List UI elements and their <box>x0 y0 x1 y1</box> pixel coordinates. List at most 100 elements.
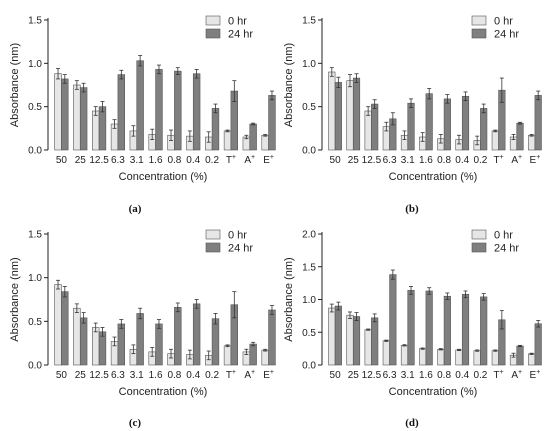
x-tick-label: 12.5 <box>362 370 382 381</box>
y-tick-label: 0.5 <box>302 102 316 113</box>
x-tick-label: 0.4 <box>186 370 200 381</box>
x-tick-label: 50 <box>330 155 342 166</box>
bar-24hr-25 <box>79 317 88 366</box>
x-tick-label: 0.8 <box>167 370 181 381</box>
x-tick-label: E+ <box>530 154 541 166</box>
bar-0hr-50 <box>328 71 336 151</box>
bar-0hr-25 <box>73 84 81 151</box>
x-tick-label: A+ <box>244 369 255 381</box>
bar-0hr-E <box>261 134 269 151</box>
bar-24hr-0.8 <box>174 307 182 366</box>
x-tick-label: 0.4 <box>455 155 469 166</box>
bar-24hr-0.4 <box>192 303 201 366</box>
bar-24hr-E <box>268 95 276 151</box>
y-tick-label: 0.0 <box>28 361 42 372</box>
y-tick-label: 0.0 <box>302 361 316 372</box>
bar-24hr-0.4 <box>192 73 201 151</box>
bar-24hr-0.2 <box>211 108 220 151</box>
bar-24hr-6.3 <box>389 274 397 366</box>
x-tick-label: 25 <box>75 370 87 381</box>
legend-label: 24 hr <box>494 29 519 41</box>
bar-24hr-E <box>268 309 276 366</box>
bar-24hr-1.6 <box>155 323 163 366</box>
bar-0hr-E <box>528 353 536 366</box>
bar-24hr-0.2 <box>480 296 488 366</box>
x-axis-label: Concentration (%) <box>389 386 478 398</box>
bar-0hr-25 <box>73 307 81 366</box>
x-tick-label: T+ <box>493 154 503 166</box>
legend-swatch-0hr <box>205 15 221 26</box>
bar-0hr-12.5 <box>92 110 100 151</box>
legend-swatch-24hr <box>471 242 487 253</box>
bar-0hr-25 <box>346 314 354 366</box>
bar-24hr-0.8 <box>174 70 182 151</box>
bar-0hr-50 <box>54 73 62 151</box>
chart-panel-2: 0.0 0.5 1.0 1.5 Absorbance (nm) 50 25 12.5 6.3 3.… <box>283 16 542 215</box>
bar-24hr-3.1 <box>136 60 144 151</box>
bar-0hr-T <box>491 350 499 366</box>
x-tick-label: E+ <box>263 369 274 381</box>
x-axis-label: Concentration (%) <box>389 171 478 183</box>
bar-24hr-3.1 <box>407 290 415 366</box>
bar-0hr-50 <box>54 284 62 366</box>
panel-label: (c) <box>129 417 142 429</box>
bar-24hr-0.2 <box>211 318 220 366</box>
y-tick-label: 1.5 <box>302 16 316 27</box>
bar-0hr-E <box>528 134 536 151</box>
x-tick-label: 0.2 <box>205 155 219 166</box>
x-tick-label: E+ <box>263 154 274 166</box>
x-tick-label: T+ <box>226 154 236 166</box>
bar-24hr-50 <box>61 78 69 151</box>
bar-0hr-0.8 <box>437 348 445 366</box>
bar-24hr-3.1 <box>407 102 415 151</box>
legend-label: 0 hr <box>228 16 247 28</box>
y-tick-label: 1.5 <box>302 262 316 273</box>
bar-24hr-25 <box>79 87 88 151</box>
bar-24hr-12.5 <box>98 331 107 366</box>
bar-24hr-0.4 <box>461 95 470 151</box>
bar-24hr-A <box>516 345 524 366</box>
x-tick-label: A+ <box>511 154 522 166</box>
x-tick-label: 50 <box>56 155 68 166</box>
bar-24hr-12.5 <box>371 103 379 151</box>
bar-0hr-25 <box>346 80 354 151</box>
legend-label: 0 hr <box>494 230 513 242</box>
bar-24hr-6.3 <box>117 74 125 151</box>
bar-0hr-T <box>223 130 232 151</box>
bar-24hr-0.8 <box>443 295 451 366</box>
y-tick-label: 1.0 <box>302 295 316 306</box>
x-tick-label: 3.1 <box>401 155 415 166</box>
bar-0hr-12.5 <box>364 329 372 366</box>
bar-0hr-E <box>261 349 269 366</box>
x-tick-label: 3.1 <box>401 370 415 381</box>
x-tick-label: 3.1 <box>130 370 144 381</box>
bar-24hr-25 <box>352 316 361 366</box>
panel-label: (a) <box>129 203 142 215</box>
y-tick-label: 0.5 <box>302 328 316 339</box>
y-axis-label: Absorbance (nm) <box>283 43 295 127</box>
legend-swatch-24hr <box>205 242 221 253</box>
legend-swatch-0hr <box>205 229 221 240</box>
bar-24hr-E <box>534 95 542 151</box>
y-tick-label: 1.0 <box>28 273 42 284</box>
legend-swatch-24hr <box>471 28 487 39</box>
legend-label: 24 hr <box>228 29 253 41</box>
bar-0hr-3.1 <box>400 345 409 366</box>
x-tick-label: 1.6 <box>149 155 163 166</box>
chart-panel-1: 0.0 0.5 1.0 1.5 Absorbance (nm) 50 25 12.5 6.3 3.… <box>9 15 276 215</box>
legend-label: 0 hr <box>494 16 513 28</box>
y-tick-label: 0.5 <box>28 102 42 113</box>
y-tick-label: 0.5 <box>28 317 42 328</box>
x-tick-label: A+ <box>511 369 522 381</box>
x-tick-label: 50 <box>330 370 342 381</box>
y-tick-label: 1.5 <box>28 230 42 241</box>
bar-24hr-12.5 <box>371 317 379 366</box>
x-tick-label: 25 <box>348 155 360 166</box>
y-tick-label: 0.0 <box>28 146 42 157</box>
bar-24hr-0.8 <box>443 98 451 151</box>
x-tick-label: 12.5 <box>362 155 382 166</box>
x-tick-label: 6.3 <box>111 155 125 166</box>
y-tick-label: 2.0 <box>302 230 316 241</box>
bar-0hr-T <box>223 345 232 366</box>
